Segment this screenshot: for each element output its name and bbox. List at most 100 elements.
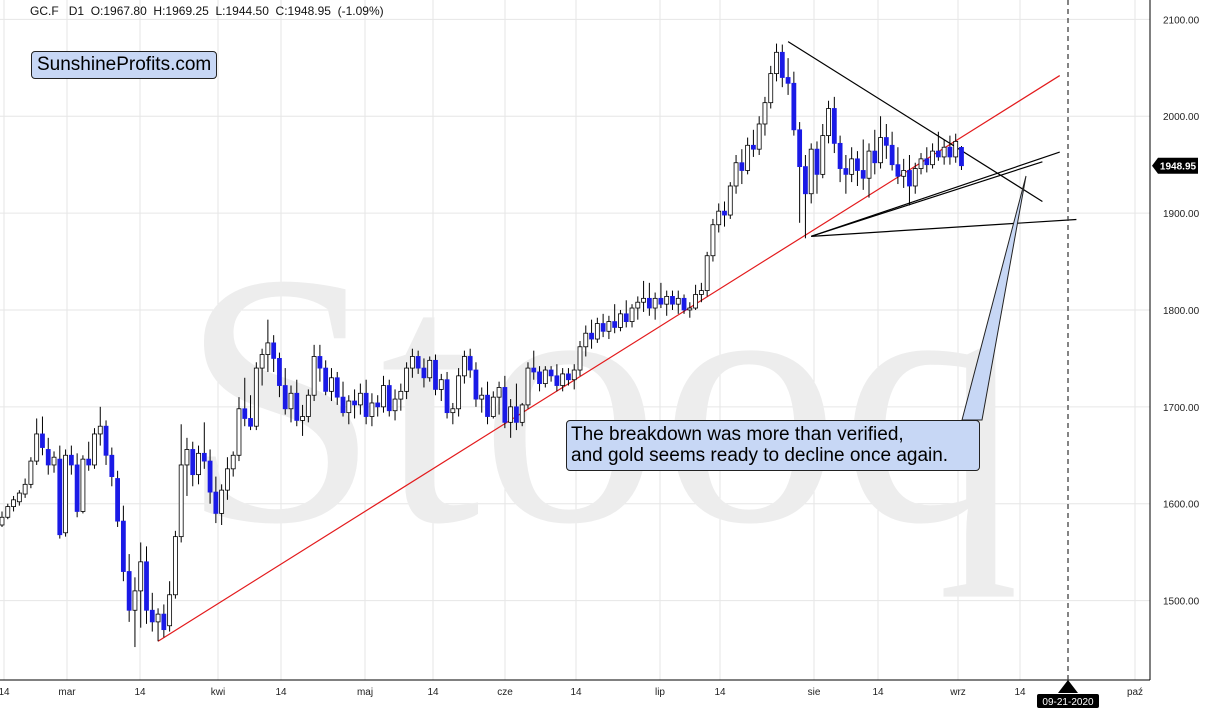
candle-body <box>779 51 785 78</box>
candle-body <box>300 416 305 421</box>
candle-body <box>652 297 658 309</box>
candle-body <box>901 170 907 177</box>
candle <box>652 292 658 320</box>
candle <box>357 383 363 415</box>
candle-body <box>808 148 814 195</box>
candle-body <box>704 255 710 291</box>
candle <box>172 530 178 599</box>
candle-body <box>68 454 74 466</box>
candle <box>40 416 45 456</box>
candle-body <box>641 297 646 303</box>
candle-body <box>664 296 670 305</box>
candle-body <box>745 144 751 171</box>
candle <box>97 406 103 446</box>
candle <box>814 141 820 194</box>
candle-body <box>421 367 427 379</box>
candle-body <box>872 150 878 164</box>
candle-body <box>658 297 664 305</box>
candle <box>704 251 710 297</box>
candle <box>710 218 716 262</box>
candle-body <box>618 313 623 328</box>
candle <box>294 379 300 427</box>
x-tick-label: kwi <box>211 687 225 698</box>
candle-body <box>311 356 317 396</box>
candle <box>16 490 22 506</box>
candle-body <box>479 394 485 400</box>
candle <box>508 399 514 438</box>
ohlc-header: GC.F D1 O:1967.80 H:1969.25 L:1944.50 C:… <box>30 4 384 18</box>
triangle-lower-extension <box>811 151 1060 237</box>
candle-body <box>687 307 693 311</box>
candle-body <box>230 454 236 470</box>
candle <box>641 280 646 312</box>
interval-label: D1 <box>68 4 85 18</box>
candle <box>860 139 866 190</box>
x-tick-label: 14 <box>0 687 10 698</box>
candle-body <box>855 158 860 171</box>
candle-body <box>594 323 600 340</box>
y-tick-label: 1800.00 <box>1163 306 1200 317</box>
low-label: L:1944.50 <box>215 4 269 18</box>
candle <box>80 455 86 514</box>
candle <box>681 294 687 314</box>
candle-body <box>490 396 496 417</box>
candle <box>664 290 670 316</box>
candle-body <box>733 162 739 187</box>
candle-body <box>820 135 826 175</box>
candle-body <box>953 141 959 158</box>
candle-body <box>201 452 207 462</box>
candle <box>525 362 531 409</box>
candle-body <box>409 356 415 369</box>
candle-body <box>253 367 259 427</box>
candle-body <box>508 406 514 423</box>
candle-body <box>837 142 843 169</box>
candle <box>924 147 930 173</box>
candle <box>594 317 600 343</box>
candle-body <box>843 168 849 175</box>
candle <box>912 162 918 194</box>
candle <box>907 154 912 206</box>
trendline <box>811 161 1043 237</box>
candle <box>837 135 843 183</box>
candle-body <box>172 536 178 596</box>
candle <box>115 470 120 527</box>
y-tick-label: 1500.00 <box>1163 597 1200 608</box>
candle-body <box>34 433 40 462</box>
candle-body <box>22 483 28 495</box>
candle-body <box>681 297 687 311</box>
candle <box>756 116 762 155</box>
candle-body <box>537 371 542 384</box>
candle <box>282 368 288 415</box>
candle-body <box>0 516 5 526</box>
candle-body <box>346 400 352 414</box>
candle-body <box>144 561 149 611</box>
candle <box>363 379 369 425</box>
candle <box>22 478 28 498</box>
x-tick-label: lip <box>655 687 665 698</box>
candle-body <box>16 492 22 503</box>
watermark: Stooq <box>180 199 1020 599</box>
candle <box>386 379 392 417</box>
candle-body <box>438 379 444 390</box>
candle-body <box>219 489 225 514</box>
candle-body <box>305 394 311 417</box>
candle <box>5 503 11 520</box>
annotation-callout: The breakdown was more than verified, an… <box>566 420 980 471</box>
candle <box>196 445 201 485</box>
candle-body <box>589 332 594 340</box>
candle <box>843 154 849 194</box>
candle-body <box>5 506 11 518</box>
candle <box>745 137 751 175</box>
open-label: O:1967.80 <box>90 4 147 18</box>
candle-body <box>115 478 120 522</box>
candle <box>953 133 959 163</box>
candle-body <box>132 590 138 611</box>
candle <box>577 340 583 376</box>
candle-body <box>814 148 820 175</box>
candle-body <box>635 301 641 309</box>
candle <box>190 441 196 487</box>
candle <box>866 143 872 198</box>
candle <box>230 451 236 477</box>
candle-body <box>161 613 167 631</box>
